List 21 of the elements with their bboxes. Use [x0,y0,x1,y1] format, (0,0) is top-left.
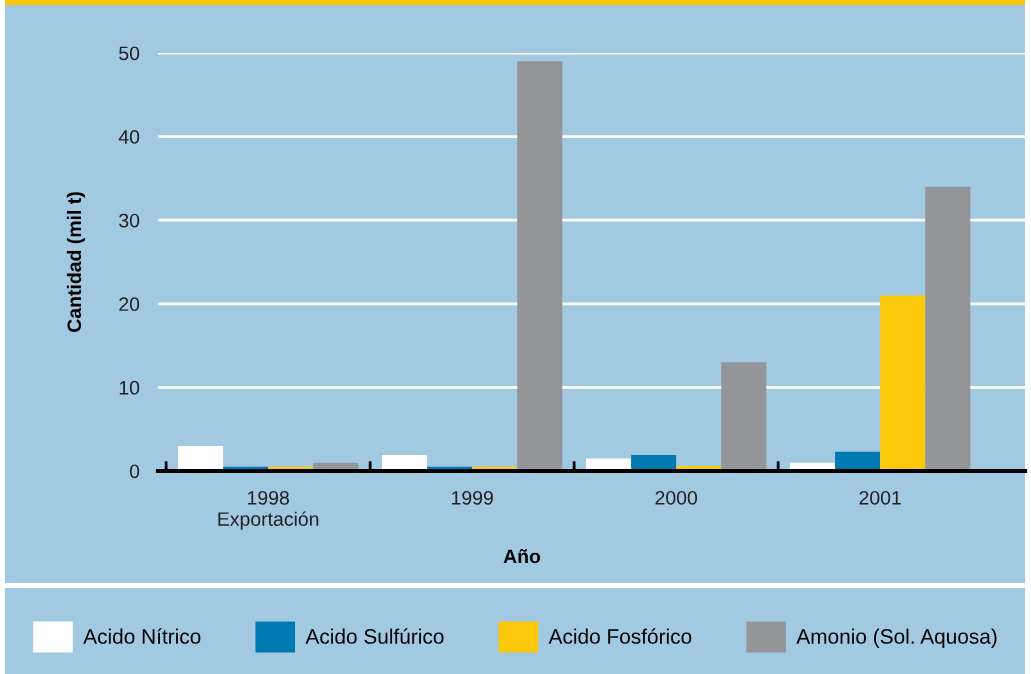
x-tick-label: 1999 [452,490,493,505]
bar [517,61,563,471]
y-tick-label: 40 [118,130,140,144]
y-axis-title: Cantidad (mil t) [66,192,85,332]
y-tick-label: 30 [119,213,140,228]
x-tick-label: 2000 [655,490,698,505]
y-tick-label: 10 [119,380,140,395]
bar [721,362,767,471]
bar [880,295,926,471]
legend-label: Amonio (Sol. Aquosa) [796,628,997,648]
y-tick-label: 50 [119,46,140,61]
x-axis-title: Año [503,549,541,564]
legend-label: Acido Sulfúrico [305,628,444,644]
x-tick-label: 1998 Exportación [218,490,319,530]
x-tick-label: 2001 [859,490,901,505]
y-tick-label: 0 [129,464,140,479]
legend-label: Acido Fosfórico [548,628,692,644]
legend-label: Acido Nítrico [83,628,201,644]
bar [925,186,971,471]
y-tick-label: 20 [119,297,140,312]
bar [177,445,224,471]
